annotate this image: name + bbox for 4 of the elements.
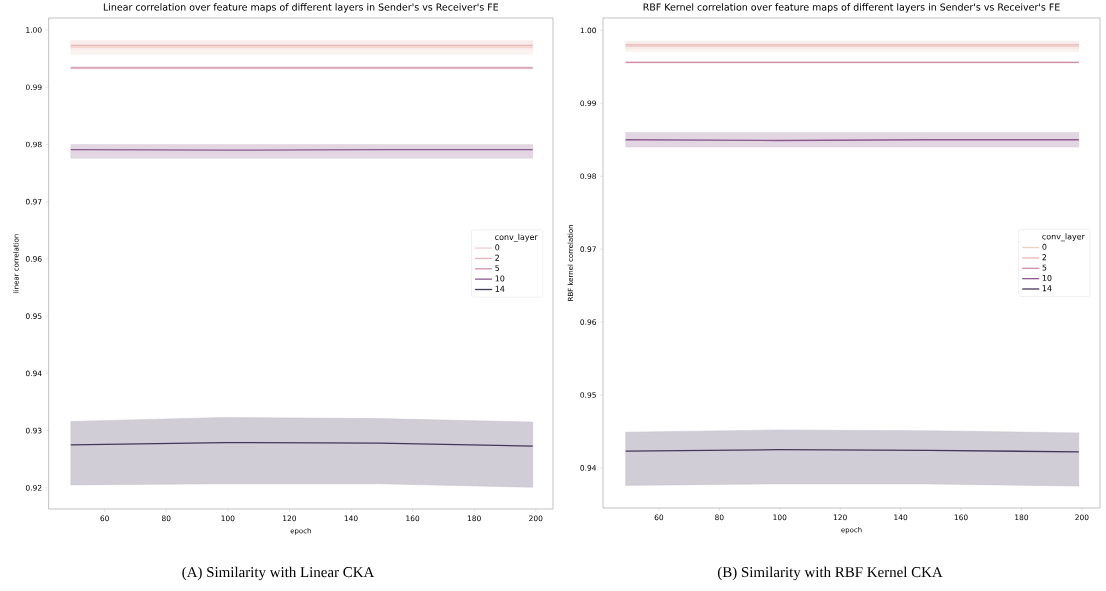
text: (A) Similarity with Linear CKA: [182, 566, 375, 581]
text: (B) Similarity with RBF Kernel CKA: [717, 566, 943, 581]
chart-title: RBF Kernel correlation over feature maps of different layers in Sender's vs Receiver's FE: [643, 3, 1060, 13]
chart-title: Linear correlation over feature maps of different layers in Sender's vs Receiver's FE: [103, 3, 499, 13]
